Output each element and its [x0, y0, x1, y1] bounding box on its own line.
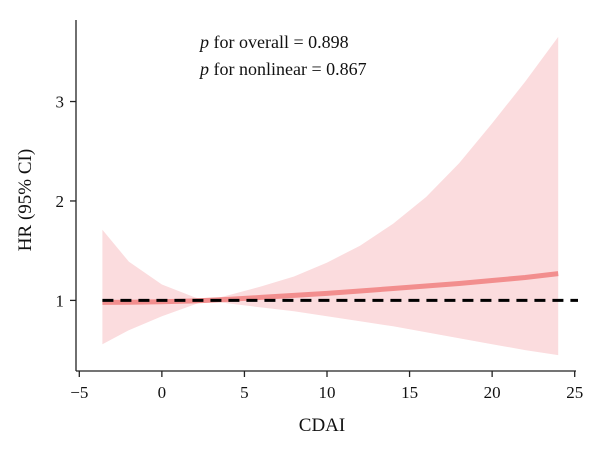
y-tick-label: 3	[56, 93, 65, 112]
x-tick-label: 5	[240, 383, 249, 402]
x-tick-label: 15	[401, 383, 418, 402]
y-tick-label: 2	[56, 192, 65, 211]
x-tick-label: −5	[70, 383, 88, 402]
confidence-band	[102, 36, 559, 356]
x-axis-title: CDAI	[299, 415, 345, 436]
p-overall-annotation: p for overall = 0.898	[198, 32, 349, 52]
tick-labels: −5 0 5 10 15 20 25 1 2 3	[56, 93, 584, 402]
x-tick-label: 25	[566, 383, 583, 402]
x-tick-label: 0	[158, 383, 167, 402]
x-tick-label: 10	[319, 383, 336, 402]
p-nonlinear-annotation: p for nonlinear = 0.867	[198, 59, 367, 79]
x-tick-label: 20	[484, 383, 501, 402]
y-axis-title: HR (95% CI)	[15, 149, 36, 251]
y-tick-label: 1	[56, 291, 65, 310]
confidence-band-layer	[102, 36, 559, 356]
axes	[70, 20, 576, 377]
